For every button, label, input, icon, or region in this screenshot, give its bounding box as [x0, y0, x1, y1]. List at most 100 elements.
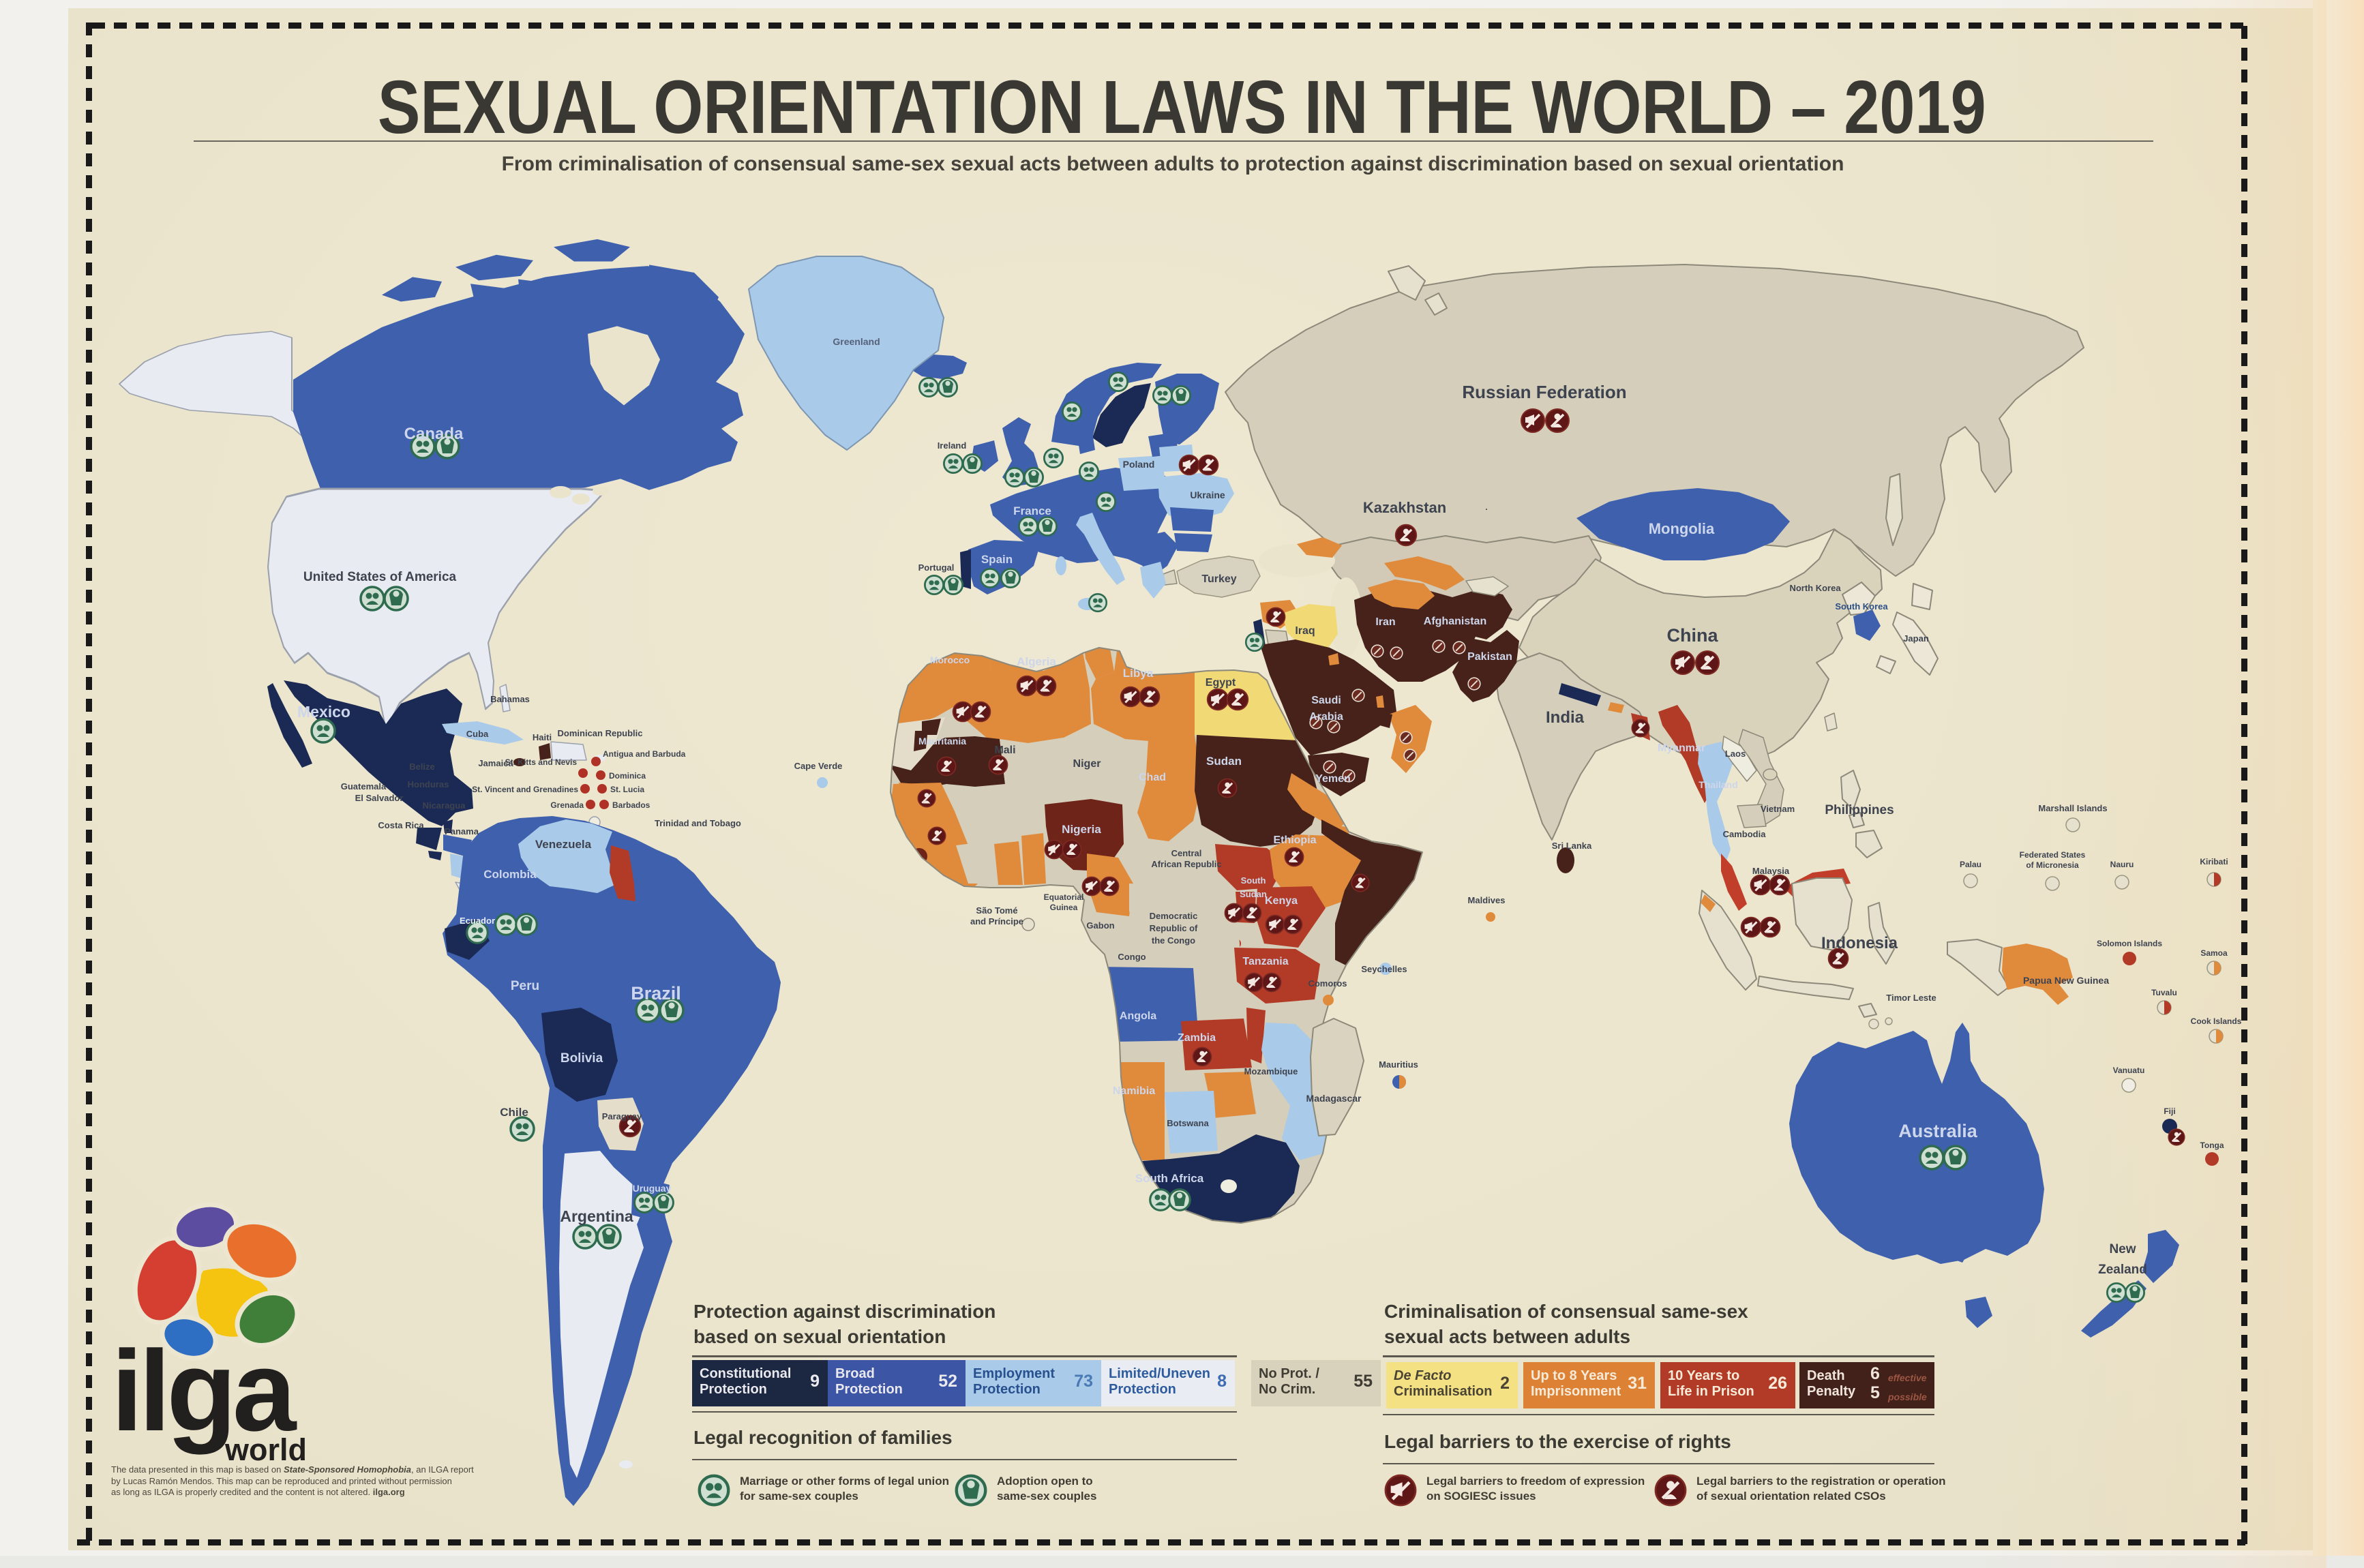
svg-text:Portugal: Portugal — [918, 562, 955, 573]
svg-text:Panama: Panama — [445, 826, 479, 836]
svg-text:Sudan: Sudan — [1206, 755, 1242, 768]
svg-text:Australia: Australia — [1898, 1121, 1978, 1141]
svg-text:Philippines: Philippines — [1825, 803, 1894, 817]
svg-text:Trinidad and Tobago: Trinidad and Tobago — [655, 818, 741, 828]
svg-text:France: France — [1013, 504, 1051, 517]
svg-text:Kazakhstan: Kazakhstan — [1363, 499, 1446, 516]
svg-text:Kiribati: Kiribati — [2200, 857, 2228, 866]
svg-text:African Republic: African Republic — [1151, 859, 1221, 869]
svg-text:Federated States: Federated States — [2020, 850, 2086, 860]
svg-text:Samoa: Samoa — [2200, 948, 2228, 958]
svg-text:Mexico: Mexico — [297, 703, 350, 721]
svg-text:Sri Lanka: Sri Lanka — [1552, 841, 1592, 851]
svg-text:Yemen: Yemen — [1315, 773, 1351, 785]
svg-text:ilga: ilga — [111, 1327, 297, 1455]
svg-text:Libya: Libya — [1123, 667, 1154, 680]
svg-text:Tanzania: Tanzania — [1242, 956, 1288, 967]
svg-text:North Korea: North Korea — [1789, 583, 1841, 593]
svg-text:Zealand: Zealand — [2098, 1263, 2147, 1277]
svg-text:Nigeria: Nigeria — [1062, 823, 1101, 836]
svg-text:Papua New Guinea: Papua New Guinea — [2023, 975, 2109, 986]
svg-text:Russian Federation: Russian Federation — [1462, 382, 1626, 402]
svg-text:Myanmar: Myanmar — [1658, 742, 1705, 754]
svg-text:Iraq: Iraq — [1295, 625, 1315, 637]
svg-text:Poland: Poland — [1123, 459, 1155, 470]
svg-text:Ethiopia: Ethiopia — [1273, 834, 1316, 846]
svg-text:Algeria: Algeria — [1017, 655, 1056, 668]
svg-text:Greenland: Greenland — [833, 336, 880, 347]
svg-text:Jamaica: Jamaica — [478, 758, 513, 768]
svg-text:Dominican Republic: Dominican Republic — [558, 728, 643, 738]
svg-text:Vanuatu: Vanuatu — [2113, 1066, 2145, 1075]
svg-text:Ecuador: Ecuador — [460, 916, 495, 926]
svg-text:Saudi: Saudi — [1311, 695, 1341, 706]
svg-text:.: . — [1485, 502, 1487, 512]
svg-text:São Tomé: São Tomé — [976, 905, 1017, 916]
svg-text:Malaysia: Malaysia — [1752, 866, 1790, 876]
svg-text:Cuba: Cuba — [466, 729, 489, 739]
svg-text:St. Kitts and Nevis: St. Kitts and Nevis — [505, 757, 578, 767]
svg-text:Zambia: Zambia — [1178, 1032, 1216, 1044]
svg-text:Gabon: Gabon — [1086, 920, 1114, 931]
svg-text:the Congo: the Congo — [1152, 935, 1195, 946]
svg-text:Bahamas: Bahamas — [490, 694, 530, 704]
svg-text:Dominica: Dominica — [609, 771, 646, 781]
svg-text:Japan: Japan — [1903, 633, 1929, 644]
svg-text:world: world — [224, 1432, 307, 1467]
svg-text:Ireland: Ireland — [938, 440, 967, 451]
svg-text:Barbados: Barbados — [612, 800, 650, 810]
svg-text:Comoros: Comoros — [1308, 978, 1347, 989]
svg-text:Mali: Mali — [994, 744, 1015, 756]
svg-text:Namibia: Namibia — [1113, 1085, 1155, 1097]
svg-text:Guatemala: Guatemala — [341, 781, 387, 791]
svg-text:Marshall Islands: Marshall Islands — [2038, 803, 2107, 813]
svg-text:Mongolia: Mongolia — [1649, 520, 1715, 537]
svg-text:India: India — [1546, 708, 1585, 727]
svg-text:Cambodia: Cambodia — [1723, 829, 1767, 839]
svg-text:Democratic: Democratic — [1150, 911, 1198, 921]
svg-text:Egypt: Egypt — [1206, 677, 1236, 689]
svg-text:Iran: Iran — [1375, 616, 1395, 628]
svg-text:Republic of: Republic of — [1150, 923, 1198, 933]
svg-text:Chile: Chile — [500, 1106, 528, 1119]
svg-text:Congo: Congo — [1118, 952, 1146, 962]
svg-text:Haiti: Haiti — [533, 732, 552, 742]
svg-text:Pakistan: Pakistan — [1467, 651, 1512, 663]
svg-text:Peru: Peru — [511, 979, 539, 993]
svg-text:Fiji: Fiji — [2164, 1106, 2175, 1116]
svg-text:United States of America: United States of America — [303, 570, 457, 584]
svg-text:Uruguay: Uruguay — [633, 1183, 672, 1194]
svg-text:Chad: Chad — [1139, 772, 1166, 783]
svg-text:Cape Verde: Cape Verde — [794, 761, 843, 771]
svg-text:Canada: Canada — [404, 425, 464, 443]
svg-text:Seychelles: Seychelles — [1361, 964, 1407, 974]
svg-text:China: China — [1666, 625, 1718, 646]
svg-text:Tonga: Tonga — [2200, 1141, 2224, 1150]
svg-text:Grenada: Grenada — [550, 800, 584, 810]
svg-text:Mauritania: Mauritania — [918, 736, 966, 747]
svg-text:Brazil: Brazil — [631, 983, 681, 1004]
svg-text:Honduras: Honduras — [408, 779, 449, 789]
svg-text:Bolivia: Bolivia — [560, 1051, 603, 1066]
svg-text:Belize: Belize — [409, 762, 435, 772]
svg-text:Central: Central — [1171, 848, 1202, 858]
svg-text:Laos: Laos — [1725, 749, 1746, 759]
svg-text:and Príncipe: and Príncipe — [970, 916, 1023, 926]
svg-text:New: New — [2109, 1242, 2136, 1256]
svg-text:Morocco: Morocco — [930, 654, 970, 665]
svg-text:El Salvador: El Salvador — [355, 793, 404, 803]
svg-text:Tuvalu: Tuvalu — [2151, 988, 2177, 997]
svg-text:Sudan: Sudan — [1240, 889, 1267, 899]
svg-text:Afghanistan: Afghanistan — [1424, 616, 1486, 627]
svg-text:Equatorial: Equatorial — [1044, 892, 1084, 902]
svg-text:Paraguay: Paraguay — [602, 1111, 642, 1121]
svg-text:Botswana: Botswana — [1167, 1118, 1209, 1128]
svg-text:Angola: Angola — [1120, 1010, 1156, 1022]
svg-text:Solomon Islands: Solomon Islands — [2097, 939, 2162, 948]
svg-text:South Africa: South Africa — [1135, 1172, 1204, 1185]
svg-text:Maldives: Maldives — [1468, 895, 1506, 905]
svg-text:Thailand: Thailand — [1699, 779, 1738, 790]
svg-text:Madagascar: Madagascar — [1306, 1093, 1362, 1104]
svg-text:Colombia: Colombia — [483, 868, 537, 881]
svg-text:of Micronesia: of Micronesia — [2026, 860, 2079, 870]
